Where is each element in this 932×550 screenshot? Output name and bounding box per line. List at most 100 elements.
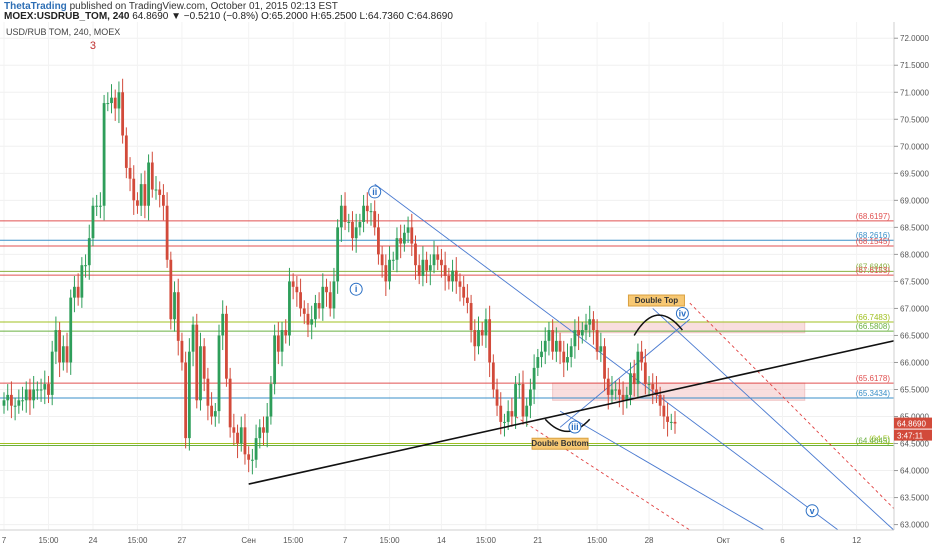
x-tick-label: 15:00: [127, 536, 148, 545]
symbol-name[interactable]: MOEX:USDRUB_TOM, 240: [4, 11, 130, 22]
candle-body: [432, 254, 436, 266]
time-axis[interactable]: 7 15:00 24 15:00 27 Сен 15:00 7 15:00 14 15:00 21 15…: [2, 536, 862, 545]
candle-body: [336, 227, 340, 282]
double-top-arc: [633, 314, 683, 336]
candle-body: [50, 351, 54, 395]
candle-body: [225, 313, 228, 379]
candle-body: [532, 367, 536, 390]
wave-label: ii: [372, 187, 377, 197]
x-tick-label: Окт: [716, 536, 730, 545]
last-price-tag: [894, 417, 932, 429]
x-tick-label: 15:00: [283, 536, 304, 545]
y-tick-label: 64.5000: [900, 440, 929, 449]
candle-body: [106, 103, 110, 105]
y-tick-label: 63.5000: [900, 494, 929, 503]
candle-body: [632, 373, 636, 385]
candle-body: [647, 384, 651, 386]
trendline: [248, 340, 894, 485]
channel-line: [652, 308, 895, 531]
candle-body: [488, 319, 492, 363]
wave-circle: [675, 307, 689, 321]
candle-body: [102, 103, 106, 206]
wave-label: v: [810, 506, 815, 516]
candle-body: [388, 259, 391, 282]
x-tick-label: 28: [645, 536, 654, 545]
candle-body: [150, 162, 154, 190]
y-tick-label: 67.5000: [900, 277, 929, 286]
y-tick-label: 68.5000: [900, 223, 929, 232]
y-tick-label: 71.5000: [900, 61, 929, 70]
candle-body: [288, 281, 291, 336]
candle-body: [191, 324, 195, 352]
level-label: (67.6153): [856, 266, 891, 275]
candle-body: [666, 416, 669, 422]
candle-body: [436, 254, 440, 260]
candle-body: [525, 405, 529, 417]
candle-body: [543, 340, 547, 352]
candle-body: [410, 227, 414, 244]
x-tick-label: 7: [2, 536, 7, 545]
candle-body: [606, 378, 610, 395]
level-label: (68.2616): [856, 231, 891, 240]
level-label: (64.5): [869, 435, 890, 444]
candle-body: [491, 362, 495, 390]
ohlc-values: O:65.2000 H:65.2500 L:64.7360 C:64.8690: [261, 11, 453, 22]
candle-body: [321, 286, 325, 309]
y-tick-label: 65.0000: [900, 413, 929, 422]
candle-body: [87, 238, 91, 266]
candle-body: [158, 189, 162, 195]
level-label: (65.3434): [856, 389, 891, 398]
candle-body: [414, 243, 417, 266]
candle-body: [380, 254, 384, 266]
candle-body: [377, 227, 380, 255]
candle-body: [406, 227, 410, 233]
candle-body: [558, 340, 562, 352]
chart-header: ThetaTrading published on TradingView.co…: [0, 0, 932, 22]
candle-body: [299, 292, 302, 309]
candle-body: [458, 281, 462, 287]
candle-body: [121, 92, 125, 136]
y-tick-label: 64.0000: [900, 467, 929, 476]
candle-body: [47, 384, 50, 395]
candle-body: [269, 384, 273, 417]
candle-body: [254, 438, 258, 460]
x-tick-label: 14: [437, 536, 446, 545]
y-tick-label: 68.0000: [900, 250, 929, 259]
candle-body: [187, 351, 191, 439]
candle-body: [477, 330, 480, 347]
candle-body: [113, 97, 117, 109]
candle-body: [262, 427, 265, 433]
candle-body: [521, 384, 525, 417]
candle-body: [295, 286, 299, 293]
x-tick-label: 27: [177, 536, 186, 545]
candle-body: [117, 92, 121, 109]
candle-body: [595, 330, 599, 352]
level-label: (64.4645): [856, 436, 891, 445]
candle-body: [184, 362, 188, 439]
candle-body: [554, 340, 558, 352]
overlay: [248, 314, 894, 485]
candle-body: [577, 330, 581, 336]
candle-body: [169, 259, 173, 320]
x-tick-label: 24: [89, 536, 98, 545]
candle-body: [417, 265, 421, 276]
wave-circle: [805, 504, 819, 518]
wave-circle: [568, 420, 582, 434]
price-chart[interactable]: (68.6197) (68.2616)(68.1545) (67.6849)(67.…: [0, 22, 932, 550]
candle-body: [347, 221, 351, 223]
candle-body: [636, 351, 640, 385]
author-link[interactable]: ThetaTrading: [4, 1, 67, 12]
wave-label: 3: [90, 40, 96, 52]
candle-body: [339, 205, 343, 228]
candle-body: [210, 405, 213, 417]
countdown-label: 3:47:11: [897, 432, 924, 441]
candle-body: [199, 346, 202, 401]
horizontal-levels: (68.6197) (68.2616)(68.1545) (67.6849)(67.…: [0, 212, 894, 446]
candle-body: [603, 346, 606, 379]
candle-body: [132, 178, 136, 201]
candle-body: [655, 389, 658, 395]
channel-lines: [374, 183, 895, 531]
candle-body: [84, 265, 87, 267]
price-axis[interactable]: 63.0000 63.5000 64.0000 64.5000 65.0000 65.50…: [894, 34, 932, 530]
